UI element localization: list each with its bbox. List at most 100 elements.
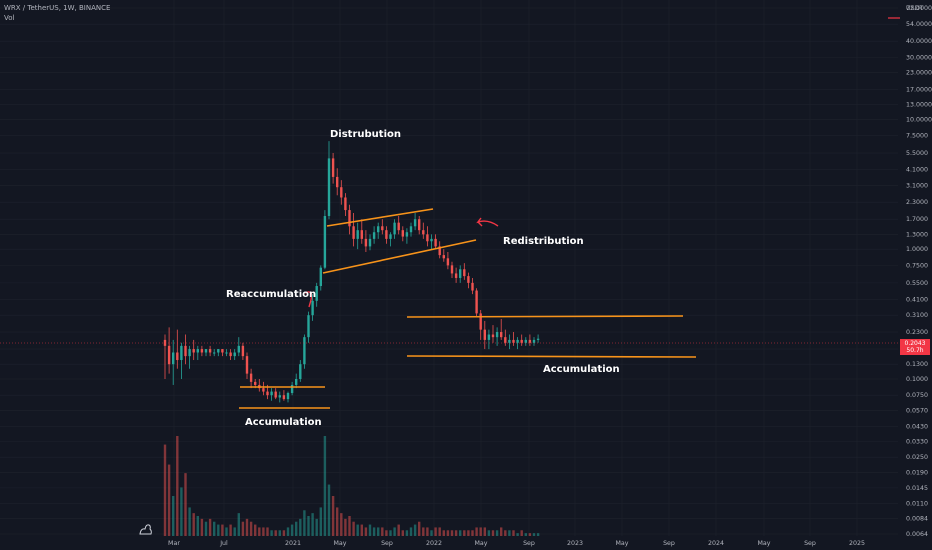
candle-body	[344, 197, 347, 211]
annotation-reaccumulation: Reaccumulation	[226, 289, 316, 300]
volume-bar	[192, 513, 195, 536]
volume-bar	[524, 533, 527, 536]
candle-body	[249, 373, 253, 382]
candle-body	[446, 258, 450, 266]
candle-body	[508, 339, 511, 343]
distribution-lower-line[interactable]	[322, 239, 477, 274]
time-tick-label: Sep	[804, 540, 816, 547]
volume-bar	[372, 527, 376, 536]
volume-bar	[442, 530, 445, 536]
volume-bar	[258, 527, 261, 536]
candle-body	[336, 176, 339, 188]
candle-body	[274, 391, 277, 398]
volume-bar	[180, 487, 183, 536]
time-tick-label: May	[757, 540, 770, 547]
candle-body	[180, 345, 183, 361]
volume-bar	[217, 524, 220, 536]
volume-bar	[377, 527, 380, 536]
accumulation-bottom-line[interactable]	[406, 355, 697, 358]
price-tick-label: 0.7500	[906, 262, 928, 269]
volume-bar	[188, 507, 191, 536]
time-tick-label: Sep	[381, 540, 393, 547]
candle-body	[405, 232, 409, 237]
price-tick-label: 40.0000	[906, 38, 932, 45]
volume-bar	[430, 530, 433, 536]
price-tick-label: 1.3000	[906, 231, 928, 238]
candle-body	[372, 232, 376, 239]
candle-body	[266, 391, 269, 396]
volume-bar	[516, 533, 519, 536]
candle-body	[299, 364, 302, 379]
distribution-upper-line[interactable]	[326, 208, 434, 227]
candle-body	[184, 345, 187, 357]
time-tick-label: Sep	[523, 540, 535, 547]
price-tick-label: 0.0064	[906, 531, 928, 538]
price-tick-label: 0.0430	[906, 424, 928, 431]
volume-bar	[319, 507, 322, 536]
candle-body	[479, 313, 482, 330]
candle-body	[516, 339, 519, 343]
candle-body	[225, 352, 228, 354]
price-tick-label: 23.0000	[906, 69, 932, 76]
candle-body	[356, 230, 359, 239]
volume-bar	[167, 464, 171, 536]
volume-bar	[266, 527, 269, 536]
candle-body	[528, 339, 532, 343]
candle-body	[381, 226, 384, 231]
candle-body	[286, 393, 290, 400]
candle-body	[295, 378, 298, 385]
volume-bar	[504, 530, 507, 536]
candle-body	[532, 339, 536, 343]
price-tick-label: 1.0000	[906, 246, 928, 253]
volume-bar	[336, 507, 339, 536]
volume-bar	[385, 530, 388, 536]
tradingview-logo[interactable]	[138, 522, 154, 536]
volume-bar	[463, 530, 466, 536]
price-tick-label: 0.3100	[906, 312, 928, 319]
candle-body	[229, 352, 232, 357]
volume-bar	[299, 518, 302, 536]
symbol-title[interactable]: WRX / TetherUS, 1W, BINANCE	[4, 4, 111, 12]
candle-body	[172, 352, 175, 365]
candle-body	[418, 219, 421, 231]
price-tick-label: 0.0330	[906, 439, 928, 446]
volume-bar	[479, 527, 482, 536]
volume-bar	[454, 530, 458, 536]
price-axis[interactable]: 72.0000 54.0000 40.0000 30.0000 23.0000 17.00…	[906, 5, 932, 538]
volume-bar	[229, 524, 232, 536]
candle-body	[331, 158, 335, 177]
candle-body	[463, 269, 466, 277]
volume-bar	[184, 473, 187, 536]
candle-body	[426, 234, 429, 242]
time-axis[interactable]: Mar Jul 2021 May Sep 2022 May Sep 2023 May Sep 2024…	[168, 540, 865, 547]
candle-body	[413, 219, 417, 227]
volume-bar	[418, 521, 421, 536]
volume-bar	[532, 533, 536, 536]
volume-bar	[393, 527, 396, 536]
candle-body	[262, 388, 265, 392]
volume-bar	[475, 527, 478, 536]
trend-lines	[239, 208, 697, 409]
volume-bar	[311, 513, 314, 536]
price-tick-label: 30.0000	[906, 54, 932, 61]
volume-bar	[233, 527, 236, 536]
price-tick-label: 0.1000	[906, 376, 928, 383]
candle-body	[487, 334, 491, 340]
volume-bar	[446, 530, 450, 536]
volume-bar	[471, 530, 474, 536]
volume-bar	[344, 518, 347, 536]
volume-bar	[405, 530, 409, 536]
candle-body	[504, 337, 507, 343]
time-tick-label: Jul	[219, 540, 228, 547]
candle-body	[307, 315, 310, 338]
volume-bar	[508, 530, 511, 536]
candle-body	[454, 273, 458, 278]
candle-body	[208, 349, 212, 353]
volume-indicator-label[interactable]: Vol	[4, 14, 15, 22]
time-tick-label: May	[333, 540, 346, 547]
volume-bar	[221, 524, 224, 536]
annotation-accumulation-left: Accumulation	[245, 417, 322, 428]
accumulation-top-line[interactable]	[406, 315, 684, 318]
price-tick-label: 0.0190	[906, 470, 928, 477]
